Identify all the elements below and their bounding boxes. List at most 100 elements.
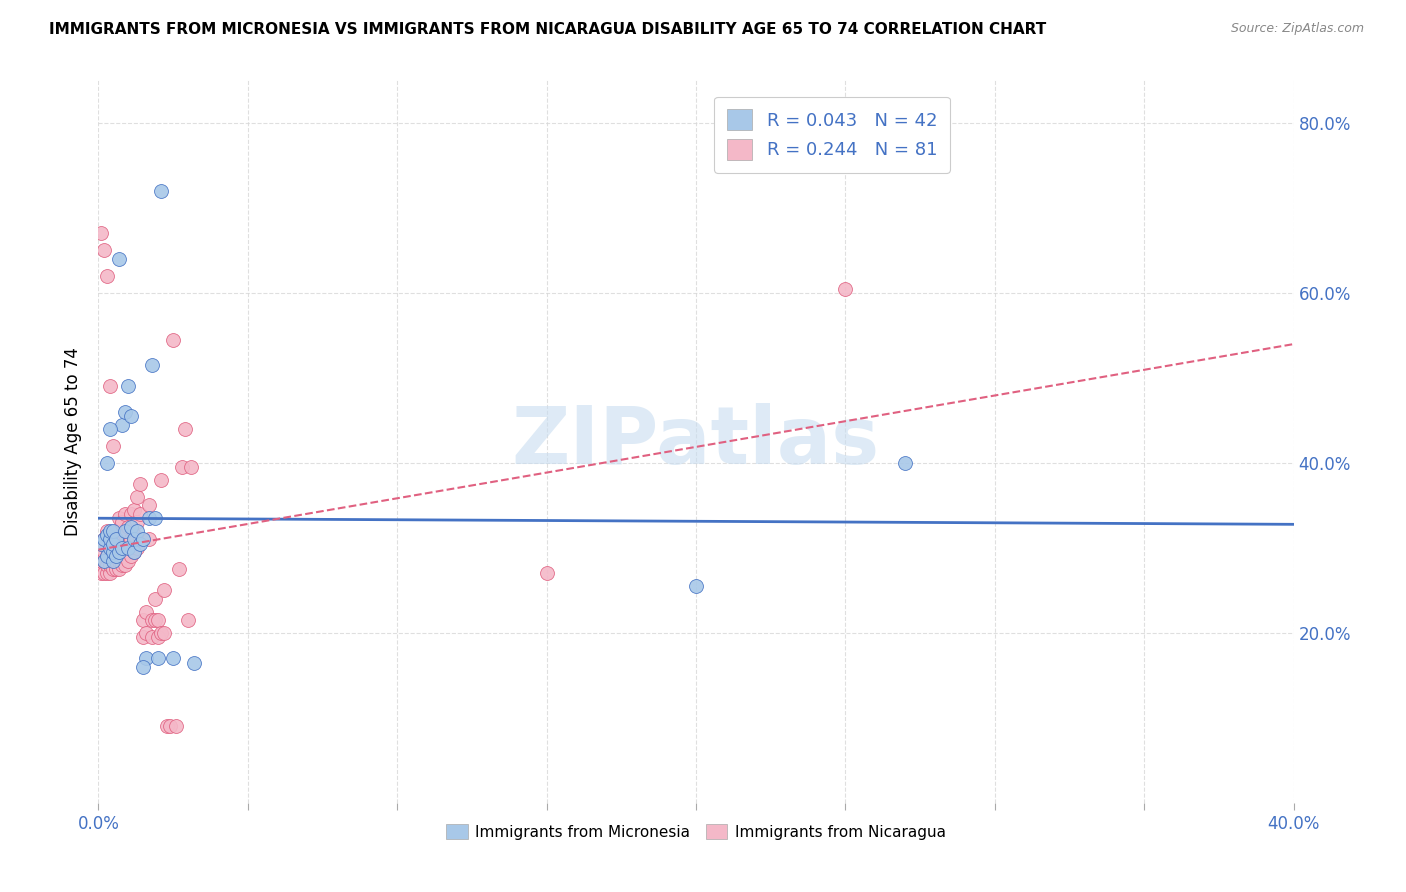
Point [96, 528, 118, 542]
Point [120, 409, 142, 423]
Point [96, 549, 118, 564]
Point [90, 536, 112, 550]
Point [98, 558, 122, 572]
Point [103, 545, 125, 559]
Point [96, 268, 118, 283]
Point [141, 630, 163, 644]
Point [111, 417, 134, 432]
Text: IMMIGRANTS FROM MICRONESIA VS IMMIGRANTS FROM NICARAGUA DISABILITY AGE 65 TO 74 : IMMIGRANTS FROM MICRONESIA VS IMMIGRANTS… [49, 22, 1046, 37]
Point [103, 553, 125, 567]
Point [96, 549, 118, 564]
Point [148, 613, 170, 627]
Point [96, 456, 118, 470]
Point [117, 541, 139, 555]
Point [105, 541, 128, 555]
Point [127, 490, 149, 504]
Point [138, 511, 160, 525]
Point [93, 553, 115, 567]
Point [150, 625, 173, 640]
Point [177, 613, 200, 627]
Point [117, 553, 139, 567]
Point [183, 656, 205, 670]
Point [111, 541, 134, 555]
Point [90, 553, 112, 567]
Point [117, 519, 139, 533]
Point [129, 533, 152, 547]
Point [159, 719, 181, 733]
Point [117, 541, 139, 555]
Point [120, 533, 142, 547]
Point [98, 524, 122, 538]
Point [132, 660, 155, 674]
Point [129, 477, 152, 491]
Point [93, 244, 115, 258]
Point [114, 405, 136, 419]
Point [96, 558, 118, 572]
Point [141, 613, 163, 627]
Point [143, 511, 166, 525]
Point [536, 566, 558, 581]
Point [103, 439, 125, 453]
Point [148, 651, 170, 665]
Point [108, 553, 131, 567]
Point [111, 558, 134, 572]
Point [108, 545, 131, 559]
Point [108, 541, 131, 555]
Point [105, 553, 128, 567]
Point [127, 541, 149, 555]
Point [103, 533, 125, 547]
Point [172, 460, 194, 475]
Point [111, 533, 134, 547]
Point [117, 379, 139, 393]
Point [132, 613, 155, 627]
Point [98, 541, 122, 555]
Point [108, 528, 131, 542]
Point [108, 511, 131, 525]
Point [124, 545, 146, 559]
Point [138, 533, 160, 547]
Point [98, 528, 122, 542]
Point [156, 719, 179, 733]
Point [98, 379, 122, 393]
Point [150, 184, 173, 198]
Point [90, 566, 112, 581]
Point [114, 524, 136, 538]
Point [685, 579, 707, 593]
Point [162, 651, 184, 665]
Point [93, 545, 115, 559]
Point [114, 507, 136, 521]
Point [120, 549, 142, 564]
Point [129, 536, 152, 550]
Point [111, 516, 134, 530]
Point [105, 549, 128, 564]
Point [93, 533, 115, 547]
Point [135, 625, 157, 640]
Point [93, 566, 115, 581]
Point [124, 502, 146, 516]
Point [105, 562, 128, 576]
Point [98, 549, 122, 564]
Point [124, 545, 146, 559]
Point [124, 528, 146, 542]
Point [120, 507, 142, 521]
Point [132, 630, 155, 644]
Point [96, 524, 118, 538]
Point [143, 591, 166, 606]
Point [98, 566, 122, 581]
Point [141, 358, 163, 372]
Point [127, 516, 149, 530]
Point [90, 227, 112, 241]
Point [98, 533, 122, 547]
Point [93, 553, 115, 567]
Point [132, 533, 155, 547]
Text: Source: ZipAtlas.com: Source: ZipAtlas.com [1230, 22, 1364, 36]
Point [153, 625, 176, 640]
Point [124, 533, 146, 547]
Point [162, 333, 184, 347]
Point [103, 536, 125, 550]
Point [103, 562, 125, 576]
Point [153, 583, 176, 598]
Point [114, 545, 136, 559]
Point [98, 422, 122, 436]
Point [148, 630, 170, 644]
